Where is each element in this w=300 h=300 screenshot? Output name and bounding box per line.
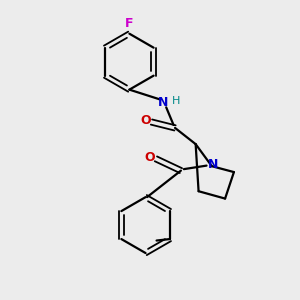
Text: O: O	[140, 114, 151, 127]
Text: O: O	[144, 151, 155, 164]
Text: N: N	[158, 96, 168, 110]
Text: N: N	[208, 158, 218, 171]
Text: F: F	[125, 17, 134, 30]
Text: H: H	[171, 96, 180, 106]
